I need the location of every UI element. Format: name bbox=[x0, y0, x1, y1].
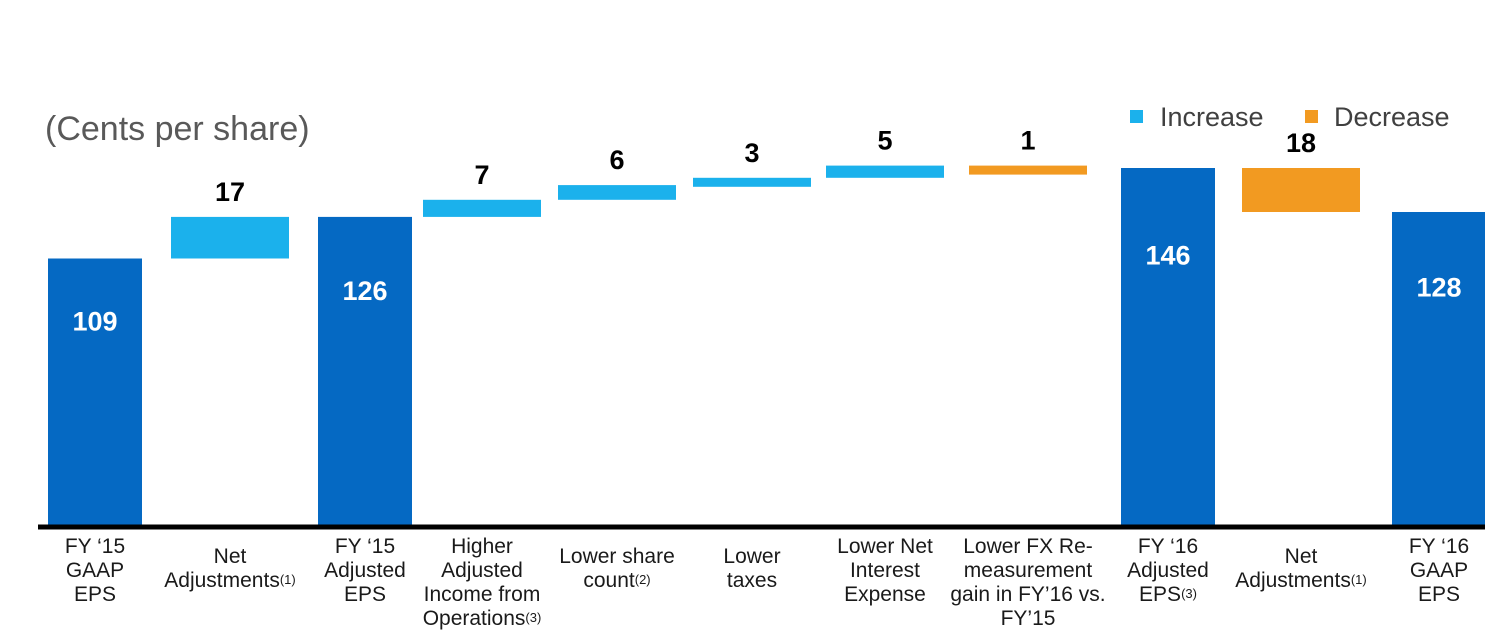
data-label: 7 bbox=[474, 160, 489, 190]
x-tick-label: Lower taxes bbox=[723, 545, 780, 592]
increase-bar bbox=[693, 177, 811, 187]
data-label: 126 bbox=[342, 276, 387, 306]
x-tick-label: FY ‘15 GAAP EPS bbox=[65, 535, 125, 606]
x-tick-label: Lower share count(2) bbox=[559, 545, 675, 592]
x-tick-label: Net Adjustments(1) bbox=[164, 545, 295, 592]
data-label: 5 bbox=[877, 126, 892, 156]
legend: Increase Decrease bbox=[1130, 102, 1450, 132]
decrease-bar bbox=[969, 165, 1087, 175]
data-label: 3 bbox=[744, 138, 759, 168]
x-tick-label: Lower Net Interest Expense bbox=[837, 535, 933, 606]
chart-marks: 109 17 126 7 6 3 5 1 146 18 128 bbox=[48, 126, 1485, 525]
data-label: 109 bbox=[72, 306, 117, 336]
data-label: 18 bbox=[1286, 128, 1316, 158]
data-label: 128 bbox=[1416, 273, 1461, 303]
total-bar bbox=[48, 258, 142, 525]
increase-bar bbox=[826, 165, 944, 178]
legend-swatch-decrease bbox=[1305, 110, 1318, 123]
total-bar bbox=[318, 216, 412, 525]
x-tick-label: Net Adjustments(1) bbox=[1235, 545, 1366, 592]
increase-bar bbox=[171, 216, 289, 259]
legend-swatch-increase bbox=[1130, 110, 1143, 123]
increase-bar bbox=[558, 185, 676, 200]
data-label: 17 bbox=[215, 177, 245, 207]
data-label: 1 bbox=[1020, 126, 1035, 156]
unit-label: (Cents per share) bbox=[45, 110, 310, 148]
total-bar bbox=[1392, 212, 1485, 525]
x-tick-label: FY ‘16 Adjusted EPS(3) bbox=[1127, 535, 1209, 606]
x-tick-label: FY ‘16 GAAP EPS bbox=[1409, 535, 1469, 606]
total-bar bbox=[1121, 168, 1215, 525]
x-tick-label: Lower FX Re-measurement gain in FY’16 vs.… bbox=[950, 535, 1105, 630]
legend-label-decrease: Decrease bbox=[1334, 102, 1450, 132]
data-label: 6 bbox=[609, 145, 624, 175]
x-tick-label: Higher Adjusted Income from Operations(3) bbox=[423, 535, 542, 630]
x-axis-labels: FY ‘15 GAAP EPS Net Adjustments(1) FY ‘15 Adju… bbox=[65, 535, 1469, 630]
legend-label-increase: Increase bbox=[1160, 102, 1264, 132]
decrease-bar bbox=[1242, 168, 1360, 212]
increase-bar bbox=[423, 199, 541, 217]
x-tick-label: FY ‘15 Adjusted EPS bbox=[324, 535, 406, 606]
data-label: 146 bbox=[1145, 240, 1190, 270]
title-strip bbox=[0, 0, 1485, 14]
